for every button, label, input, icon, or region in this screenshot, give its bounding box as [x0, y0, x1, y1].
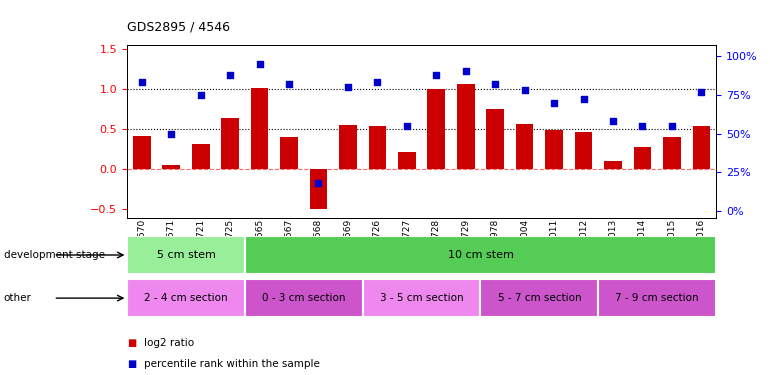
- Point: [518, 87, 531, 93]
- Point: [253, 61, 266, 67]
- Point: [283, 81, 295, 87]
- Point: [400, 123, 413, 129]
- Bar: [127, 279, 245, 317]
- Bar: [162, 165, 180, 170]
- Bar: [363, 279, 480, 317]
- Bar: [398, 152, 416, 170]
- Bar: [192, 144, 209, 170]
- Text: 7 - 9 cm section: 7 - 9 cm section: [615, 293, 699, 303]
- Text: 10 cm stem: 10 cm stem: [447, 250, 514, 260]
- Point: [342, 84, 354, 90]
- Point: [548, 99, 561, 105]
- Text: log2 ratio: log2 ratio: [144, 338, 194, 348]
- Bar: [692, 126, 710, 170]
- Bar: [310, 170, 327, 210]
- Text: GDS2895 / 4546: GDS2895 / 4546: [127, 21, 230, 34]
- Bar: [251, 88, 269, 170]
- Point: [195, 92, 207, 98]
- Point: [224, 72, 236, 78]
- Point: [636, 123, 648, 129]
- Bar: [487, 109, 504, 170]
- Bar: [634, 147, 651, 170]
- Bar: [545, 130, 563, 170]
- Text: 5 cm stem: 5 cm stem: [156, 250, 216, 260]
- Point: [489, 81, 501, 87]
- Bar: [427, 89, 445, 170]
- Bar: [245, 236, 716, 274]
- Text: 2 - 4 cm section: 2 - 4 cm section: [144, 293, 228, 303]
- Point: [371, 79, 383, 85]
- Point: [430, 72, 443, 78]
- Bar: [598, 279, 716, 317]
- Bar: [574, 132, 592, 170]
- Text: 5 - 7 cm section: 5 - 7 cm section: [497, 293, 581, 303]
- Point: [460, 68, 472, 74]
- Bar: [480, 279, 598, 317]
- Point: [695, 88, 708, 94]
- Text: 3 - 5 cm section: 3 - 5 cm section: [380, 293, 464, 303]
- Point: [165, 130, 177, 136]
- Bar: [457, 84, 474, 170]
- Point: [578, 96, 590, 102]
- Text: percentile rank within the sample: percentile rank within the sample: [144, 359, 320, 369]
- Text: development stage: development stage: [4, 250, 105, 260]
- Bar: [133, 136, 151, 170]
- Point: [607, 118, 619, 124]
- Text: other: other: [4, 293, 32, 303]
- Text: 0 - 3 cm section: 0 - 3 cm section: [262, 293, 346, 303]
- Bar: [221, 118, 239, 170]
- Point: [313, 180, 325, 186]
- Bar: [280, 137, 298, 170]
- Point: [666, 123, 678, 129]
- Bar: [663, 137, 681, 170]
- Bar: [245, 279, 363, 317]
- Bar: [339, 125, 357, 170]
- Point: [136, 79, 148, 85]
- Bar: [516, 124, 534, 170]
- Text: ■: ■: [127, 338, 136, 348]
- Bar: [127, 236, 245, 274]
- Text: ■: ■: [127, 359, 136, 369]
- Bar: [604, 161, 622, 170]
- Bar: [369, 126, 387, 170]
